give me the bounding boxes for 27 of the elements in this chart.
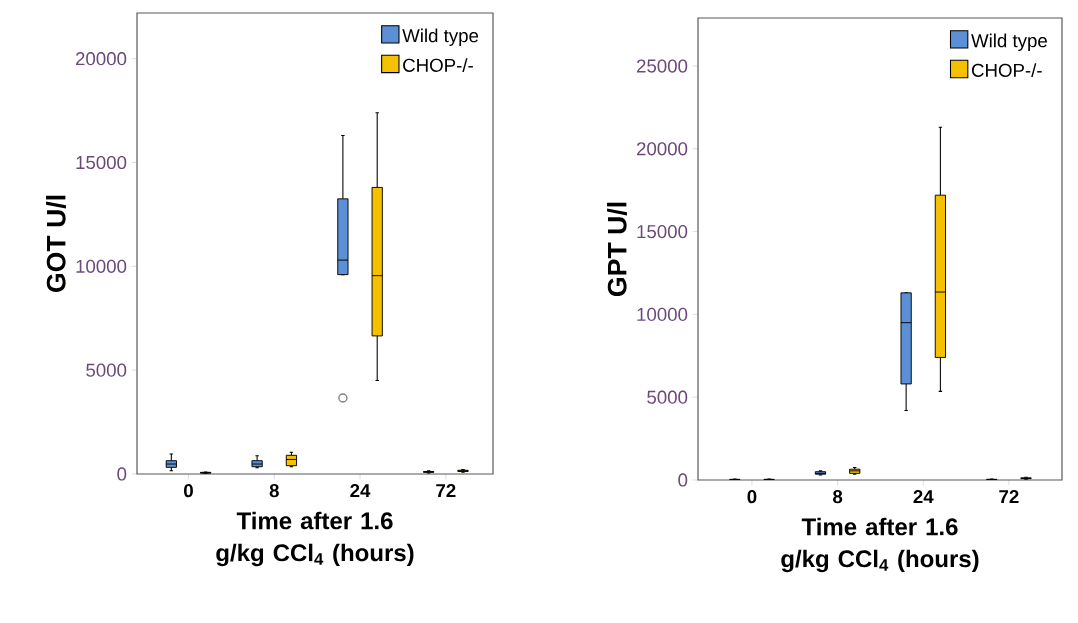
legend-label: CHOP-/- bbox=[403, 58, 473, 72]
y-tick-label: 20000 bbox=[636, 142, 688, 156]
x-tick-label: 8 bbox=[833, 490, 843, 504]
y-tick-label: 0 bbox=[117, 467, 127, 481]
y-tick-label: 10000 bbox=[76, 259, 127, 273]
x-tick-label: 0 bbox=[184, 484, 193, 498]
x-tick-label: 24 bbox=[350, 484, 371, 498]
x-tick-label: 0 bbox=[747, 490, 757, 504]
y-tick-label: 10000 bbox=[637, 307, 688, 322]
y-tick-label: 20000 bbox=[76, 52, 127, 66]
legend-label: CHOP-/- bbox=[971, 63, 1042, 77]
y-tick-label: 5000 bbox=[86, 363, 127, 377]
y-tick-label: 0 bbox=[678, 473, 688, 487]
y-tick-label: 5000 bbox=[647, 390, 688, 404]
legend-label: Wild type bbox=[402, 28, 479, 46]
x-axis-title: Time after 1.6 g/kg CCl$_{4}$ (hours) bbox=[781, 517, 979, 573]
x-tick-label: 72 bbox=[999, 490, 1019, 504]
y-tick-label: 15000 bbox=[637, 224, 688, 239]
x-axis-title: Time after 1.6 g/kg CCl$_{4}$ (hours) bbox=[216, 511, 414, 567]
y-tick-label: 25000 bbox=[636, 59, 688, 73]
legend-label: Wild type bbox=[971, 33, 1047, 51]
y-tick-label: 15000 bbox=[76, 155, 127, 170]
x-tick-label: 72 bbox=[436, 484, 456, 498]
x-tick-label: 24 bbox=[913, 490, 934, 504]
y-axis-title: GOT U/l bbox=[46, 195, 66, 293]
y-axis-title: GPT U/l bbox=[607, 202, 627, 297]
x-tick-label: 8 bbox=[269, 484, 279, 498]
